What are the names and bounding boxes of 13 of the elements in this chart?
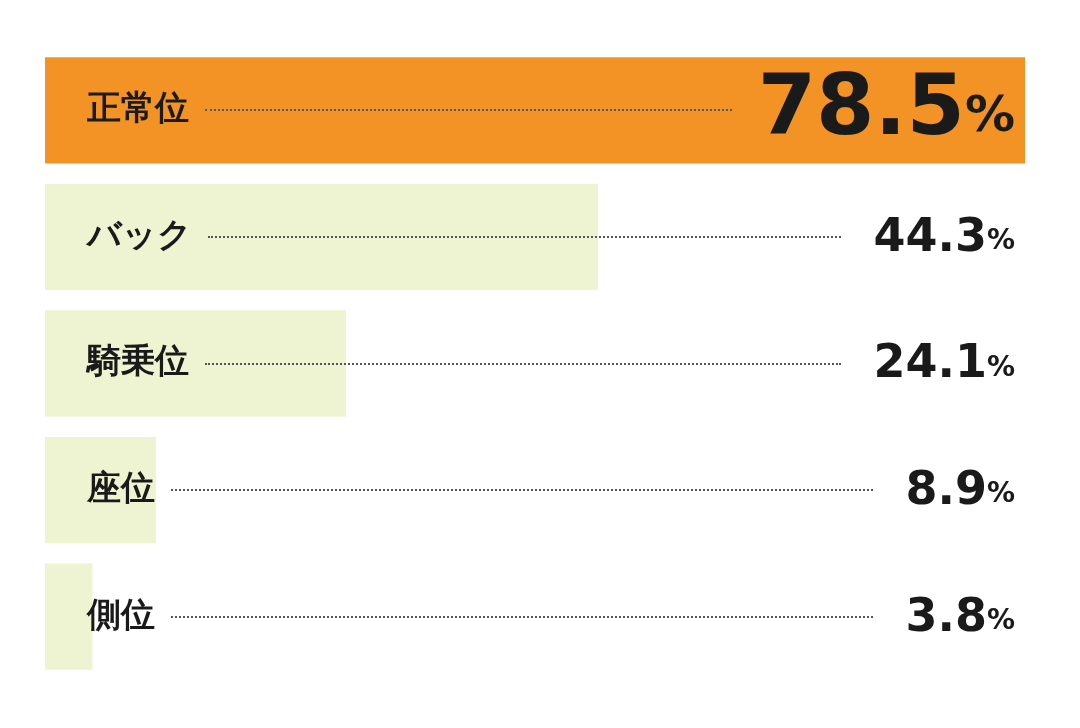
data-label: 78.5% xyxy=(757,56,1016,155)
data-label: 8.9% xyxy=(905,461,1016,516)
data-label: 44.3% xyxy=(873,207,1016,262)
y-tick-label: 騎乗位 xyxy=(85,340,189,381)
bar xyxy=(45,57,1025,164)
data-label: 3.8% xyxy=(905,587,1016,642)
data-label: 24.1% xyxy=(873,334,1016,389)
y-tick-label: 座位 xyxy=(86,466,155,507)
bar xyxy=(45,310,346,417)
y-tick-label: バック xyxy=(85,213,192,254)
y-tick-label: 正常位 xyxy=(86,87,189,128)
y-tick-label: 側位 xyxy=(86,593,155,634)
bar xyxy=(45,183,599,291)
